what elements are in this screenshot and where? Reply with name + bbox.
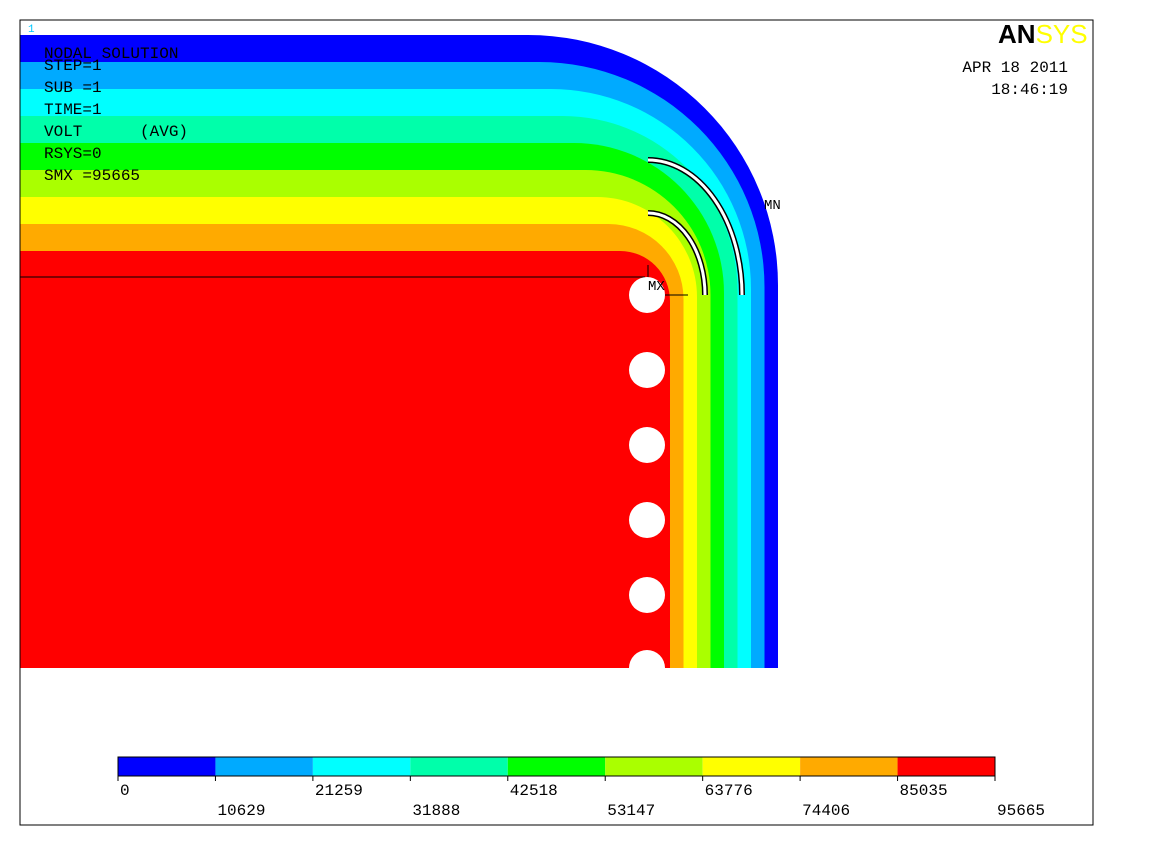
info-line: SUB =1 xyxy=(44,79,102,97)
info-line: TIME=1 xyxy=(44,101,102,119)
legend-swatch xyxy=(118,757,216,776)
logo-an: AN xyxy=(998,19,1036,49)
info-line: VOLT (AVG) xyxy=(44,123,188,141)
legend-swatch xyxy=(215,757,313,776)
legend-swatch xyxy=(507,757,606,776)
frame xyxy=(19,19,1094,826)
below-area xyxy=(20,669,780,689)
legend-swatch xyxy=(312,757,411,776)
info-line: STEP=1 xyxy=(44,57,102,75)
legend-label: 21259 xyxy=(315,782,363,800)
legend-label: 0 xyxy=(120,782,130,800)
electrode xyxy=(647,211,707,296)
legend-label: 74406 xyxy=(802,802,850,820)
legend-border xyxy=(117,756,996,777)
window-number: 1 xyxy=(28,24,35,36)
legend-label: 42518 xyxy=(510,782,558,800)
contour-band xyxy=(20,251,670,668)
legend-label: 31888 xyxy=(412,802,460,820)
max-marker: MX xyxy=(648,279,665,295)
legend-label: 95665 xyxy=(997,802,1045,820)
legend-swatch xyxy=(897,757,995,776)
legend-swatch xyxy=(605,757,703,776)
legend-swatch xyxy=(800,757,898,776)
contour-plot xyxy=(20,35,780,689)
legend-label: 63776 xyxy=(705,782,753,800)
hole xyxy=(629,502,665,538)
legend-label: 10629 xyxy=(217,802,265,820)
electrode xyxy=(647,158,744,296)
legend: 0 10629 21259 31888 42518 53147 63776 74406 8503… xyxy=(117,756,1045,820)
legend-label: 53147 xyxy=(607,802,655,820)
hole xyxy=(629,352,665,388)
logo: ANSYS xyxy=(998,19,1088,49)
hole xyxy=(629,577,665,613)
logo-sys: SYS xyxy=(1036,19,1088,49)
legend-swatch xyxy=(702,757,801,776)
date: APR 18 2011 xyxy=(962,59,1068,77)
legend-label: 85035 xyxy=(900,782,948,800)
hole xyxy=(629,277,665,313)
hole xyxy=(629,427,665,463)
info-line: RSYS=0 xyxy=(44,145,102,163)
time: 18:46:19 xyxy=(991,81,1068,99)
min-marker: MN xyxy=(764,198,781,214)
info-line: NODAL SOLUTION xyxy=(44,45,178,63)
info-line: SMX =95665 xyxy=(44,167,140,185)
legend-swatch xyxy=(410,757,508,776)
